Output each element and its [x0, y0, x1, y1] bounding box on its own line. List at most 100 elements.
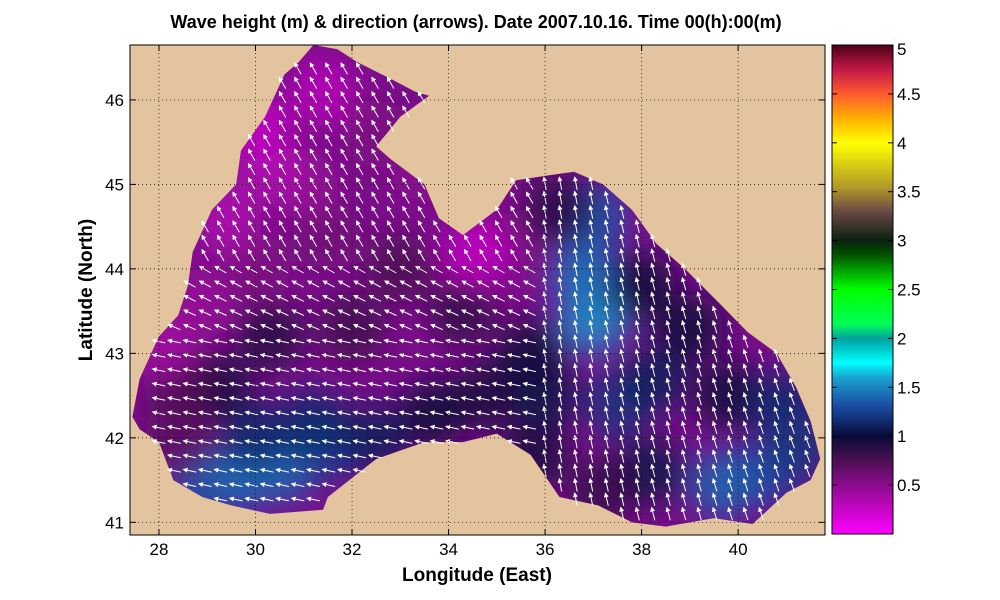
direction-arrow: [371, 248, 379, 262]
direction-arrow: [383, 323, 397, 331]
direction-arrow: [491, 323, 505, 331]
direction-arrow: [619, 492, 625, 506]
direction-arrow: [325, 177, 333, 190]
direction-arrow: [557, 219, 563, 234]
direction-arrow: [275, 424, 290, 430]
direction-arrow: [275, 453, 290, 459]
direction-arrow: [727, 420, 733, 435]
direction-arrow: [557, 406, 563, 420]
direction-arrow: [588, 291, 594, 305]
direction-arrow: [294, 162, 302, 176]
direction-arrow: [525, 220, 534, 233]
direction-arrow: [290, 424, 305, 430]
direction-arrow: [542, 434, 548, 449]
direction-arrow: [414, 424, 429, 430]
direction-arrow: [355, 234, 364, 247]
direction-arrow: [742, 406, 749, 420]
direction-arrow: [321, 395, 336, 401]
direction-arrow: [340, 205, 348, 219]
direction-arrow: [306, 424, 320, 430]
direction-arrow: [525, 248, 534, 262]
direction-arrow: [306, 352, 320, 358]
direction-arrow: [167, 424, 181, 430]
direction-arrow: [306, 482, 320, 488]
direction-arrow: [151, 439, 166, 444]
direction-arrow: [294, 119, 302, 132]
direction-arrow: [557, 477, 563, 492]
direction-arrow: [368, 295, 382, 302]
direction-arrow: [244, 352, 259, 358]
direction-arrow: [494, 234, 503, 247]
direction-arrow: [573, 262, 578, 277]
direction-arrow: [352, 395, 367, 401]
direction-arrow: [352, 453, 367, 459]
direction-arrow: [773, 377, 780, 391]
direction-arrow: [650, 248, 656, 262]
direction-arrow: [398, 367, 413, 373]
direction-arrow: [167, 367, 181, 373]
y-tick-label: 42: [105, 429, 124, 448]
direction-arrow: [773, 463, 780, 478]
direction-arrow: [355, 90, 364, 104]
direction-arrow: [290, 367, 305, 373]
direction-arrow: [588, 204, 594, 219]
direction-arrow: [414, 410, 429, 416]
direction-arrow: [228, 467, 243, 473]
direction-arrow: [507, 280, 521, 288]
direction-arrow: [680, 276, 687, 291]
direction-arrow: [557, 291, 563, 305]
direction-arrow: [603, 420, 609, 435]
direction-arrow: [247, 148, 256, 161]
direction-arrow: [696, 406, 702, 420]
direction-arrow: [476, 265, 490, 274]
direction-arrow: [259, 352, 274, 358]
direction-arrow: [321, 309, 335, 316]
direction-arrow: [229, 309, 243, 316]
direction-arrow: [542, 176, 548, 191]
direction-arrow: [383, 367, 398, 373]
direction-arrow: [460, 381, 475, 387]
direction-arrow: [525, 205, 534, 219]
y-axis-label: Latitude (North): [76, 219, 97, 361]
direction-arrow: [197, 367, 212, 373]
direction-arrow: [244, 410, 259, 416]
direction-arrow: [368, 323, 382, 331]
direction-arrow: [506, 410, 521, 416]
colorbar-tick-label: 2.5: [897, 281, 921, 300]
direction-arrow: [634, 291, 640, 305]
direction-arrow: [275, 280, 289, 288]
direction-arrow: [291, 309, 305, 316]
direction-arrow: [198, 323, 212, 331]
direction-arrow: [542, 362, 548, 377]
direction-arrow: [337, 280, 351, 288]
direction-arrow: [588, 190, 594, 205]
direction-arrow: [522, 323, 536, 331]
colorbar-tick-label: 1.5: [897, 378, 921, 397]
direction-arrow: [491, 410, 506, 416]
direction-arrow: [278, 119, 287, 132]
direction-arrow: [275, 367, 290, 373]
direction-arrow: [259, 338, 274, 344]
direction-arrow: [479, 248, 487, 262]
direction-arrow: [306, 265, 320, 274]
direction-arrow: [228, 352, 243, 358]
direction-arrow: [588, 319, 594, 334]
direction-arrow: [321, 352, 336, 358]
direction-arrow: [325, 205, 333, 219]
direction-arrow: [260, 309, 274, 316]
direction-arrow: [290, 352, 305, 358]
direction-arrow: [398, 424, 413, 430]
direction-arrow: [588, 276, 594, 291]
direction-arrow: [650, 406, 656, 420]
direction-arrow: [399, 266, 412, 274]
direction-arrow: [356, 205, 364, 219]
direction-arrow: [634, 477, 640, 492]
direction-arrow: [197, 381, 212, 387]
direction-arrow: [321, 367, 336, 373]
direction-arrow: [247, 220, 256, 233]
direction-arrow: [680, 348, 687, 363]
direction-arrow: [232, 191, 240, 204]
direction-arrow: [619, 233, 625, 248]
direction-arrow: [278, 105, 287, 118]
